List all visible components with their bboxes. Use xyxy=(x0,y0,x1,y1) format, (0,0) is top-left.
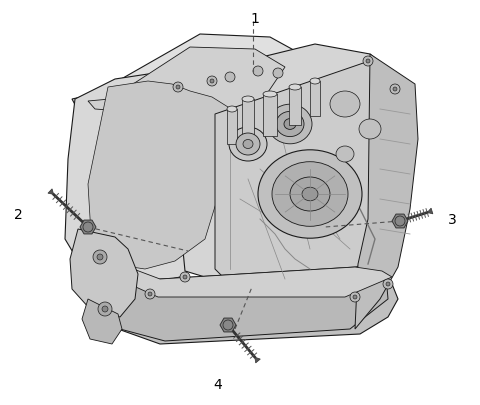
Polygon shape xyxy=(112,279,398,344)
Polygon shape xyxy=(88,82,232,269)
Polygon shape xyxy=(48,190,54,195)
Circle shape xyxy=(93,250,107,264)
Text: 2: 2 xyxy=(13,207,23,222)
Ellipse shape xyxy=(243,140,253,149)
Circle shape xyxy=(145,289,155,299)
Circle shape xyxy=(173,83,183,93)
Circle shape xyxy=(353,295,357,299)
Ellipse shape xyxy=(236,134,260,156)
Polygon shape xyxy=(72,35,310,125)
Ellipse shape xyxy=(268,105,312,145)
Bar xyxy=(242,100,254,140)
Circle shape xyxy=(366,60,370,64)
Polygon shape xyxy=(65,75,248,284)
Circle shape xyxy=(148,292,152,296)
Circle shape xyxy=(273,69,283,79)
Ellipse shape xyxy=(258,150,362,239)
Ellipse shape xyxy=(359,120,381,140)
Circle shape xyxy=(97,254,103,260)
Polygon shape xyxy=(118,264,392,297)
Polygon shape xyxy=(355,55,418,329)
Circle shape xyxy=(383,279,393,289)
Polygon shape xyxy=(88,48,285,118)
Polygon shape xyxy=(255,357,260,363)
Text: 3: 3 xyxy=(448,213,456,226)
Ellipse shape xyxy=(242,97,254,103)
Circle shape xyxy=(207,77,217,87)
Circle shape xyxy=(393,88,397,92)
Ellipse shape xyxy=(272,162,348,227)
Ellipse shape xyxy=(302,188,318,201)
Circle shape xyxy=(225,73,235,83)
Polygon shape xyxy=(215,60,408,301)
Ellipse shape xyxy=(276,112,304,137)
Circle shape xyxy=(363,57,373,67)
Bar xyxy=(289,88,301,126)
Ellipse shape xyxy=(289,85,301,91)
Polygon shape xyxy=(427,209,433,214)
Circle shape xyxy=(390,85,400,95)
Ellipse shape xyxy=(229,128,267,162)
Ellipse shape xyxy=(227,107,237,113)
Ellipse shape xyxy=(336,147,354,162)
Text: 4: 4 xyxy=(214,377,222,391)
Polygon shape xyxy=(392,215,408,228)
Bar xyxy=(263,95,277,136)
Circle shape xyxy=(253,67,263,77)
Ellipse shape xyxy=(284,119,296,130)
Circle shape xyxy=(180,272,190,282)
Polygon shape xyxy=(80,221,96,234)
Circle shape xyxy=(176,86,180,90)
Bar xyxy=(310,82,320,117)
Circle shape xyxy=(210,80,214,84)
Polygon shape xyxy=(82,299,122,344)
Ellipse shape xyxy=(330,92,360,118)
Circle shape xyxy=(350,292,360,302)
Bar xyxy=(227,110,237,145)
Circle shape xyxy=(183,275,187,279)
Polygon shape xyxy=(220,318,236,332)
Ellipse shape xyxy=(290,177,330,211)
Text: 1: 1 xyxy=(251,12,259,26)
Circle shape xyxy=(98,302,112,316)
Ellipse shape xyxy=(263,92,277,98)
Ellipse shape xyxy=(310,79,320,85)
Polygon shape xyxy=(115,264,388,341)
Polygon shape xyxy=(175,45,415,304)
Circle shape xyxy=(386,282,390,286)
Circle shape xyxy=(102,306,108,312)
Polygon shape xyxy=(70,230,138,317)
